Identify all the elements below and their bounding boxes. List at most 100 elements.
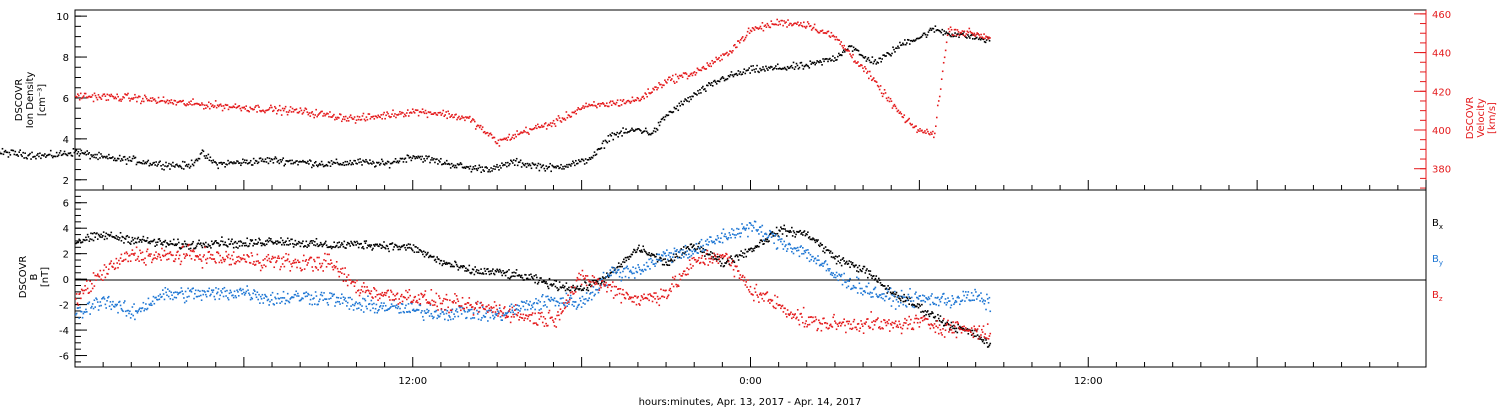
velocity-point (764, 24, 767, 26)
density-point (40, 157, 42, 160)
velocity-point (442, 109, 445, 112)
by-point (830, 271, 833, 274)
by-point (147, 297, 150, 300)
by-point (687, 257, 689, 259)
by-point (309, 298, 312, 301)
by-point (342, 296, 345, 298)
density-point (247, 162, 250, 164)
velocity-point (120, 100, 122, 102)
bx-point (779, 230, 781, 232)
density-point (272, 162, 275, 164)
bx-point (232, 243, 234, 245)
by-point (325, 298, 328, 300)
velocity-point (987, 38, 989, 40)
bz-point (477, 311, 480, 313)
density-point (501, 162, 503, 164)
velocity-point (241, 106, 244, 109)
bz-point (402, 295, 405, 298)
bz-point (288, 260, 291, 263)
bx-point (352, 244, 355, 247)
by-point (431, 315, 433, 318)
bz-point (394, 294, 396, 297)
by-point (389, 306, 392, 308)
by-point (604, 285, 607, 287)
velocity-point (273, 105, 276, 108)
density-point (497, 166, 499, 168)
by-point (849, 277, 851, 280)
bx-point (912, 304, 915, 306)
bx-point (959, 326, 962, 329)
by-point (240, 289, 243, 292)
bx-point (459, 266, 461, 269)
bx-point (254, 239, 257, 241)
bz-point (302, 254, 305, 257)
bx-point (968, 328, 970, 331)
bz-point (575, 279, 578, 282)
by-point (823, 261, 826, 263)
density-point (707, 82, 710, 84)
velocity-point (353, 116, 356, 118)
density-point (614, 133, 617, 136)
velocity-point (665, 80, 667, 83)
bx-point (569, 289, 572, 292)
by-point (518, 305, 520, 307)
velocity-point (217, 105, 220, 108)
by-point (541, 295, 543, 298)
bx-point (899, 299, 902, 302)
density-point (775, 68, 778, 70)
velocity-point (627, 99, 630, 102)
velocity-point (312, 113, 315, 116)
bz-point (318, 256, 320, 259)
bx-point (216, 242, 219, 244)
by-point (745, 227, 748, 230)
velocity-point (194, 102, 196, 105)
bx-point (781, 233, 784, 235)
bx-point (362, 245, 364, 248)
bx-point (335, 245, 337, 248)
by-point (198, 295, 200, 298)
density-point (252, 157, 255, 160)
velocity-point (752, 27, 755, 30)
by-point (402, 310, 405, 313)
by-point (145, 308, 148, 311)
bz-point (387, 289, 390, 292)
by-point (86, 302, 89, 305)
bx-point (383, 241, 385, 243)
bz-point (159, 256, 162, 259)
velocity-point (152, 99, 155, 101)
density-point (149, 162, 152, 165)
by-point (822, 265, 824, 267)
by-point (218, 298, 221, 300)
bx-point (558, 281, 561, 283)
by-point (377, 309, 379, 312)
bx-point (711, 252, 714, 254)
density-point (434, 161, 436, 164)
by-point (883, 293, 885, 295)
by-point (550, 296, 552, 299)
velocity-point (663, 84, 665, 87)
bx-point (328, 246, 330, 248)
by-point (165, 291, 167, 294)
velocity-point (936, 104, 939, 107)
velocity-point (154, 100, 157, 102)
velocity-point (132, 98, 134, 100)
by-point (706, 238, 709, 241)
density-point (745, 69, 748, 72)
by-point (637, 264, 639, 266)
bz-point (335, 265, 337, 268)
velocity-point (646, 95, 648, 98)
velocity-point (90, 96, 93, 98)
bx-point (80, 241, 83, 244)
bz-point (523, 319, 525, 322)
velocity-point (295, 108, 298, 110)
bx-point (880, 284, 883, 287)
by-point (379, 304, 382, 307)
density-point (547, 166, 550, 169)
bz-point (476, 300, 479, 303)
velocity-point (566, 116, 569, 119)
bx-point (196, 243, 199, 245)
by-point (419, 304, 422, 307)
density-point (509, 163, 511, 165)
bz-point (581, 269, 584, 272)
